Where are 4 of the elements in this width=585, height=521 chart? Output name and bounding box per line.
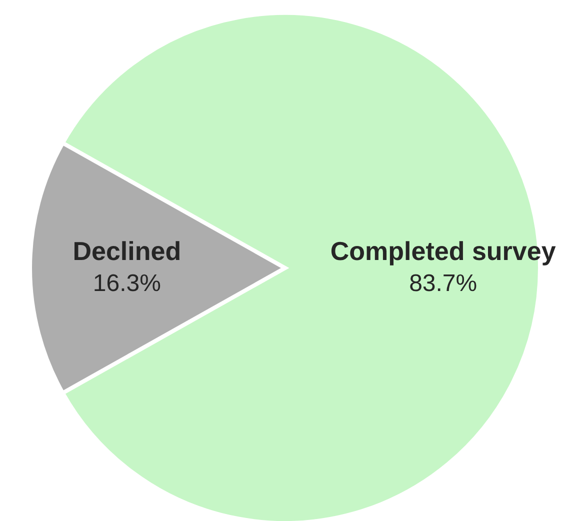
data-label: 16.3% [92, 270, 161, 297]
slice-label: Completed survey [330, 236, 556, 266]
data-label: 83.7% [409, 270, 478, 297]
slice-label: Declined [72, 236, 182, 266]
